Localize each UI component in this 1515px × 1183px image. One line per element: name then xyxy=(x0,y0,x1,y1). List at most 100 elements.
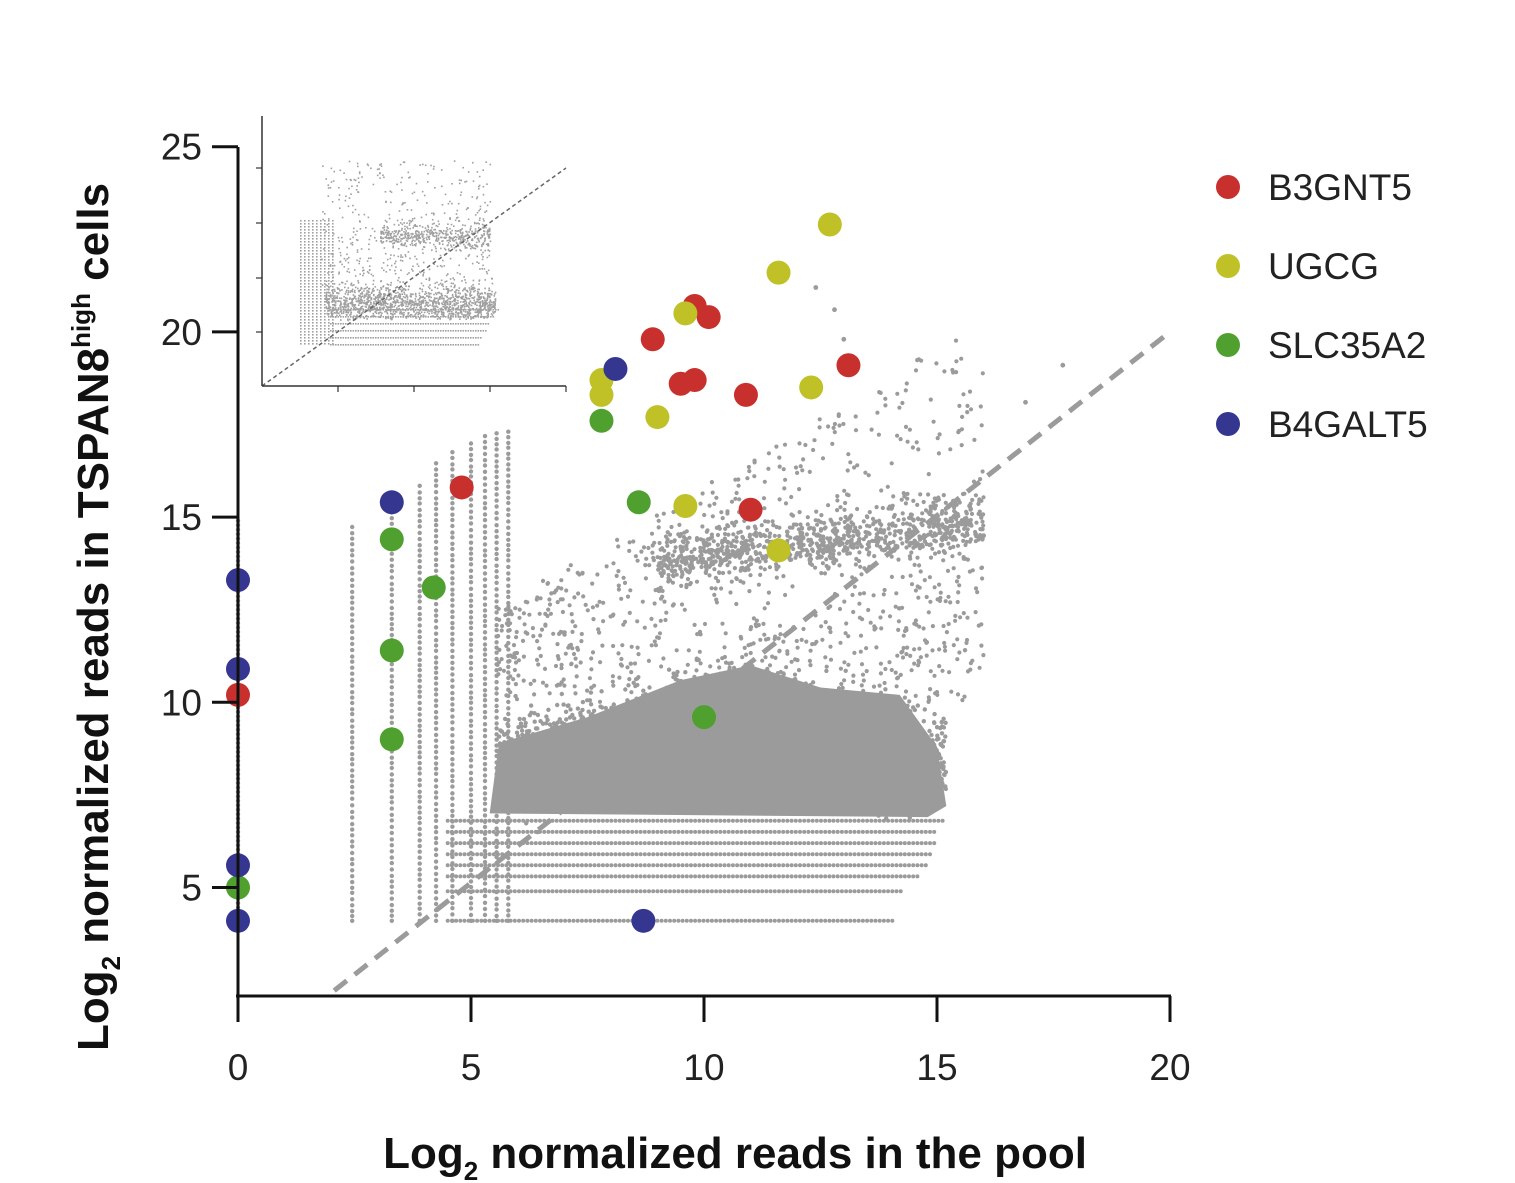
background-point xyxy=(519,728,525,733)
background-point xyxy=(450,553,455,558)
background-point xyxy=(912,562,917,568)
background-point xyxy=(450,901,455,906)
background-point xyxy=(605,918,610,923)
background-point xyxy=(389,778,394,783)
background-point xyxy=(777,744,783,749)
background-point xyxy=(915,584,920,589)
background-point xyxy=(433,478,439,483)
background-point xyxy=(529,874,534,879)
background-point xyxy=(895,653,900,658)
background-point xyxy=(945,568,951,574)
background-point xyxy=(848,852,853,857)
background-point xyxy=(743,829,748,834)
background-point xyxy=(736,483,741,488)
background-point xyxy=(689,829,693,834)
background-point xyxy=(902,874,907,879)
background-point xyxy=(482,618,488,624)
background-point xyxy=(877,889,882,894)
background-point xyxy=(727,661,732,666)
background-point xyxy=(433,643,439,648)
background-point xyxy=(808,682,813,688)
background-point xyxy=(567,863,572,868)
background-point xyxy=(697,829,702,834)
background-point xyxy=(529,863,534,868)
background-point xyxy=(630,746,636,752)
background-point xyxy=(768,702,773,708)
background-point xyxy=(848,705,853,710)
background-point xyxy=(793,918,798,923)
background-point xyxy=(512,818,517,823)
background-point xyxy=(860,788,865,793)
background-point xyxy=(979,643,984,648)
background-point xyxy=(668,841,672,846)
background-point xyxy=(655,841,660,846)
background-point xyxy=(886,918,891,923)
background-point xyxy=(894,684,899,689)
background-point xyxy=(621,889,626,894)
background-point xyxy=(350,700,355,706)
background-point xyxy=(482,630,488,635)
background-point xyxy=(685,662,690,667)
background-point xyxy=(588,852,593,857)
background-point xyxy=(506,604,511,609)
background-point xyxy=(723,708,728,713)
background-point xyxy=(564,768,570,774)
background-point xyxy=(542,829,547,834)
background-point xyxy=(499,752,504,757)
background-point xyxy=(718,874,723,879)
background-point xyxy=(498,800,503,805)
background-point xyxy=(860,874,865,879)
background-point xyxy=(350,784,355,790)
background-point xyxy=(433,877,439,883)
background-point xyxy=(747,818,752,823)
background-point xyxy=(482,458,488,463)
background-point xyxy=(764,918,769,923)
background-point xyxy=(596,918,601,923)
background-point xyxy=(584,918,589,923)
background-point xyxy=(468,770,474,776)
background-point xyxy=(869,841,874,846)
background-point xyxy=(701,538,706,543)
background-point xyxy=(651,863,656,868)
background-point xyxy=(858,754,863,760)
background-point xyxy=(662,779,667,784)
background-point xyxy=(629,670,634,675)
background-point xyxy=(417,490,422,495)
background-point xyxy=(873,818,878,823)
background-point xyxy=(928,841,932,846)
background-point xyxy=(788,535,793,540)
background-point xyxy=(632,661,638,666)
background-point xyxy=(588,841,593,846)
background-point xyxy=(494,737,499,742)
background-point xyxy=(508,863,513,868)
background-point xyxy=(565,736,570,741)
background-point xyxy=(468,592,474,598)
background-point xyxy=(767,745,772,750)
background-point xyxy=(450,620,455,626)
background-point xyxy=(798,829,802,834)
background-point xyxy=(869,724,875,729)
background-point xyxy=(558,918,563,923)
background-point xyxy=(747,829,752,834)
background-point xyxy=(761,757,766,762)
background-point xyxy=(868,753,873,758)
background-point xyxy=(630,841,635,846)
background-point xyxy=(468,654,474,660)
background-point xyxy=(906,744,912,750)
background-point xyxy=(550,841,555,846)
background-point xyxy=(745,476,750,481)
background-point xyxy=(878,671,884,676)
background-point xyxy=(599,765,605,770)
background-point xyxy=(766,758,772,763)
background-point xyxy=(902,695,908,700)
background-point xyxy=(980,371,985,376)
background-point xyxy=(417,889,422,894)
background-point xyxy=(981,523,986,528)
background-point xyxy=(795,551,800,556)
background-point xyxy=(487,852,492,857)
background-point xyxy=(869,874,874,879)
background-point xyxy=(749,742,755,747)
background-point xyxy=(613,745,618,751)
background-point xyxy=(807,658,813,664)
background-point xyxy=(695,729,701,734)
